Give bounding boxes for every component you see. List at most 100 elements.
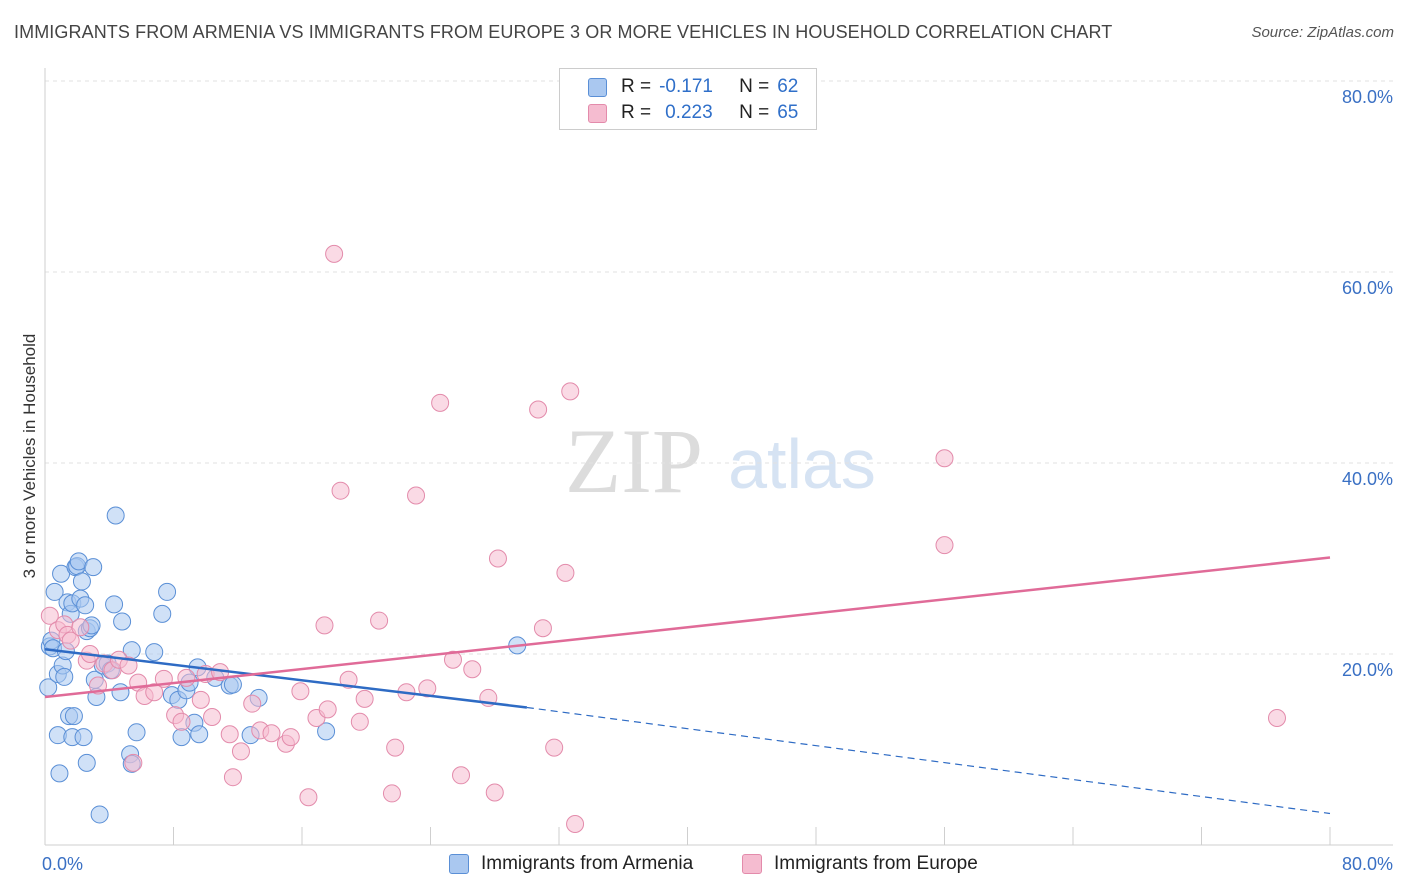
point-europe	[350, 712, 369, 731]
point-europe	[223, 768, 242, 787]
bottom-legend-label-europe: Immigrants from Europe	[774, 853, 978, 874]
point-europe	[124, 753, 143, 772]
bottom-legend-europe: Immigrants from Europe	[742, 852, 978, 876]
point-europe	[61, 631, 80, 650]
bottom-legend-label-armenia: Immigrants from Armenia	[481, 853, 694, 874]
y-tick-label: 80.0%	[1342, 87, 1393, 107]
bottom-legend-armenia: Immigrants from Armenia	[449, 852, 693, 876]
correlation-legend: R = -0.171 N = 62 R = 0.223 N = 65	[559, 68, 817, 130]
point-europe	[220, 725, 239, 744]
legend-row-europe: R = 0.223 N = 65	[588, 101, 798, 125]
point-europe	[935, 449, 954, 468]
point-europe	[556, 563, 575, 582]
bottom-legend-swatch-armenia	[449, 854, 469, 874]
point-armenia	[84, 558, 103, 577]
point-europe	[71, 618, 90, 637]
point-europe	[545, 738, 564, 757]
point-europe	[355, 689, 374, 708]
point-europe	[935, 536, 954, 555]
point-armenia	[77, 753, 96, 772]
point-armenia	[223, 675, 242, 694]
legend-r-label: R =	[621, 102, 652, 123]
legend-n-label: N =	[739, 102, 770, 123]
point-europe	[533, 619, 552, 638]
point-europe	[262, 724, 281, 743]
point-europe	[431, 393, 450, 412]
watermark-atlas: atlas	[728, 425, 876, 503]
grid-lines	[45, 80, 1393, 655]
legend-swatch-europe	[588, 103, 607, 123]
point-europe	[318, 700, 337, 719]
point-europe	[119, 656, 138, 675]
source-credit: Source: ZipAtlas.com	[1251, 24, 1394, 41]
point-europe	[407, 486, 426, 505]
point-europe	[386, 738, 405, 757]
point-armenia	[145, 643, 164, 662]
legend-n-value-europe: 65	[777, 102, 799, 123]
point-europe	[529, 400, 548, 419]
point-europe	[172, 712, 191, 731]
y-tick-label: 20.0%	[1342, 660, 1393, 680]
trend-lines	[44, 556, 1331, 815]
legend-n-label: N =	[739, 76, 770, 97]
point-europe	[418, 679, 437, 698]
point-europe	[370, 611, 389, 630]
point-armenia	[76, 596, 95, 615]
point-armenia	[90, 805, 109, 824]
point-europe	[331, 481, 350, 500]
point-armenia	[111, 683, 130, 702]
point-europe	[177, 668, 196, 687]
point-europe	[561, 382, 580, 401]
point-armenia	[190, 725, 209, 744]
point-europe	[339, 670, 358, 689]
point-europe	[566, 814, 585, 833]
point-armenia	[172, 728, 191, 747]
point-armenia	[158, 582, 177, 601]
point-europe	[299, 788, 318, 807]
point-europe	[452, 766, 471, 785]
point-armenia	[106, 506, 125, 525]
series-europe-points	[40, 244, 1286, 833]
point-armenia	[74, 728, 93, 747]
point-armenia	[45, 582, 64, 601]
trend-line-europe	[44, 556, 1331, 699]
point-europe	[203, 708, 222, 727]
point-europe	[485, 783, 504, 802]
y-tick-label: 60.0%	[1342, 278, 1393, 298]
point-europe	[231, 742, 250, 761]
legend-r-value-europe: 0.223	[665, 102, 713, 123]
point-armenia	[105, 595, 124, 614]
point-europe	[281, 728, 300, 747]
legend-n-value-armenia: 62	[777, 76, 799, 97]
legend-row-armenia: R = -0.171 N = 62	[588, 75, 798, 99]
watermark-zip: ZIP	[565, 410, 703, 512]
point-armenia	[64, 707, 83, 726]
point-europe	[1267, 708, 1286, 727]
point-armenia	[50, 764, 69, 783]
y-tick-label: 40.0%	[1342, 469, 1393, 489]
legend-swatch-armenia	[588, 77, 607, 97]
point-armenia	[113, 612, 132, 631]
point-europe	[243, 694, 262, 713]
point-europe	[315, 616, 334, 635]
point-europe	[291, 682, 310, 701]
axes	[44, 68, 1393, 846]
point-europe	[463, 660, 482, 679]
point-armenia	[317, 722, 336, 741]
x-tick-label: 0.0%	[42, 854, 83, 874]
legend-r-value-armenia: -0.171	[659, 76, 713, 97]
axis-tick-labels: 20.0% 40.0% 60.0% 80.0% 0.0% 80.0%	[42, 87, 1393, 874]
trend-line-armenia-extrapolated	[526, 706, 1331, 815]
point-europe	[488, 549, 507, 568]
point-armenia	[55, 667, 74, 686]
point-europe	[382, 784, 401, 803]
zipatlas-watermark: ZIP atlas	[565, 410, 876, 512]
legend-r-label: R =	[621, 76, 652, 97]
point-armenia	[127, 723, 146, 742]
point-europe	[191, 690, 210, 709]
point-armenia	[72, 572, 91, 591]
point-europe	[443, 650, 462, 669]
point-europe	[145, 683, 164, 702]
chart-title: IMMIGRANTS FROM ARMENIA VS IMMIGRANTS FR…	[14, 22, 1113, 42]
